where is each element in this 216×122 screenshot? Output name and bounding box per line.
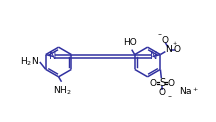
Text: H$_2$N: H$_2$N (20, 56, 39, 68)
Text: O: O (168, 79, 175, 88)
Text: O: O (174, 45, 181, 54)
Text: $^-$: $^-$ (166, 94, 173, 100)
Text: $^-$: $^-$ (156, 32, 162, 38)
Text: O: O (162, 36, 169, 45)
Text: NH$_2$: NH$_2$ (53, 85, 72, 97)
Text: N: N (165, 45, 172, 54)
Text: $^+$: $^+$ (171, 42, 178, 48)
Text: N: N (150, 51, 157, 61)
Text: Na$^+$: Na$^+$ (179, 85, 199, 97)
Text: S: S (159, 78, 165, 88)
Text: O: O (159, 88, 166, 97)
Text: HO: HO (123, 38, 137, 47)
Text: N: N (49, 51, 56, 61)
Text: O: O (150, 79, 157, 88)
